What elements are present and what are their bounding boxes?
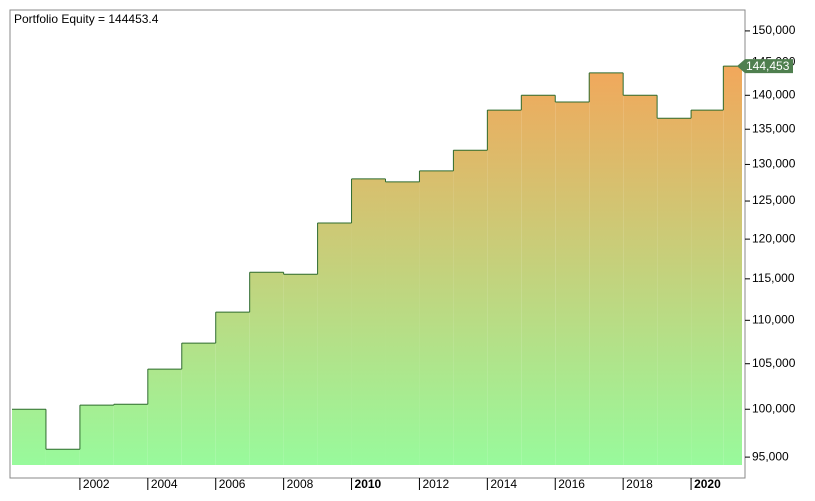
- y-tick-label: 120,000: [752, 231, 796, 245]
- equity-area: [351, 178, 386, 465]
- equity-area: [623, 95, 658, 465]
- equity-area: [555, 101, 590, 466]
- x-tick-label: 2020: [694, 477, 721, 491]
- equity-area: [12, 409, 46, 465]
- x-tick-label: 2014: [490, 477, 517, 491]
- equity-area: [147, 369, 182, 465]
- x-tick-label: 2010: [355, 477, 382, 491]
- y-tick-label: 150,000: [752, 23, 796, 37]
- equity-area: [723, 66, 742, 466]
- x-tick-label: 2006: [219, 477, 246, 491]
- equity-area: [215, 312, 250, 465]
- x-tick-label: 2004: [151, 477, 178, 491]
- y-tick-label: 110,000: [752, 312, 795, 326]
- y-tick-label: 95,000: [752, 449, 789, 463]
- y-tick-label: 130,000: [752, 157, 796, 171]
- x-tick-label: 2002: [83, 477, 110, 491]
- x-tick-label: 2008: [287, 477, 314, 491]
- equity-area: [589, 72, 624, 465]
- equity-area: [385, 181, 420, 465]
- equity-area: [181, 343, 216, 465]
- equity-area: [317, 222, 352, 465]
- equity-area: [657, 118, 692, 466]
- equity-area: [79, 405, 114, 465]
- x-tick-label: 2018: [626, 477, 653, 491]
- equity-area: [453, 150, 488, 465]
- equity-area: [487, 110, 522, 466]
- chart-title: Portfolio Equity = 144453.4: [14, 12, 159, 26]
- equity-area: [249, 272, 284, 465]
- current-value-tag: [737, 59, 793, 74]
- equity-area: [113, 404, 148, 465]
- current-value-label: 144,453: [746, 59, 790, 73]
- y-tick-label: 140,000: [752, 87, 796, 101]
- y-tick-label: 105,000: [752, 356, 796, 370]
- equity-area: [419, 170, 454, 465]
- y-tick-label: 100,000: [752, 401, 796, 415]
- equity-area: [521, 95, 556, 465]
- y-tick-label: 125,000: [752, 193, 796, 207]
- equity-area: [283, 274, 318, 465]
- equity-area: [45, 449, 80, 465]
- x-tick-label: 2016: [558, 477, 585, 491]
- equity-area: [691, 110, 724, 466]
- y-tick-label: 135,000: [752, 121, 796, 135]
- x-tick-label: 2012: [422, 477, 449, 491]
- y-tick-label: 115,000: [752, 271, 795, 285]
